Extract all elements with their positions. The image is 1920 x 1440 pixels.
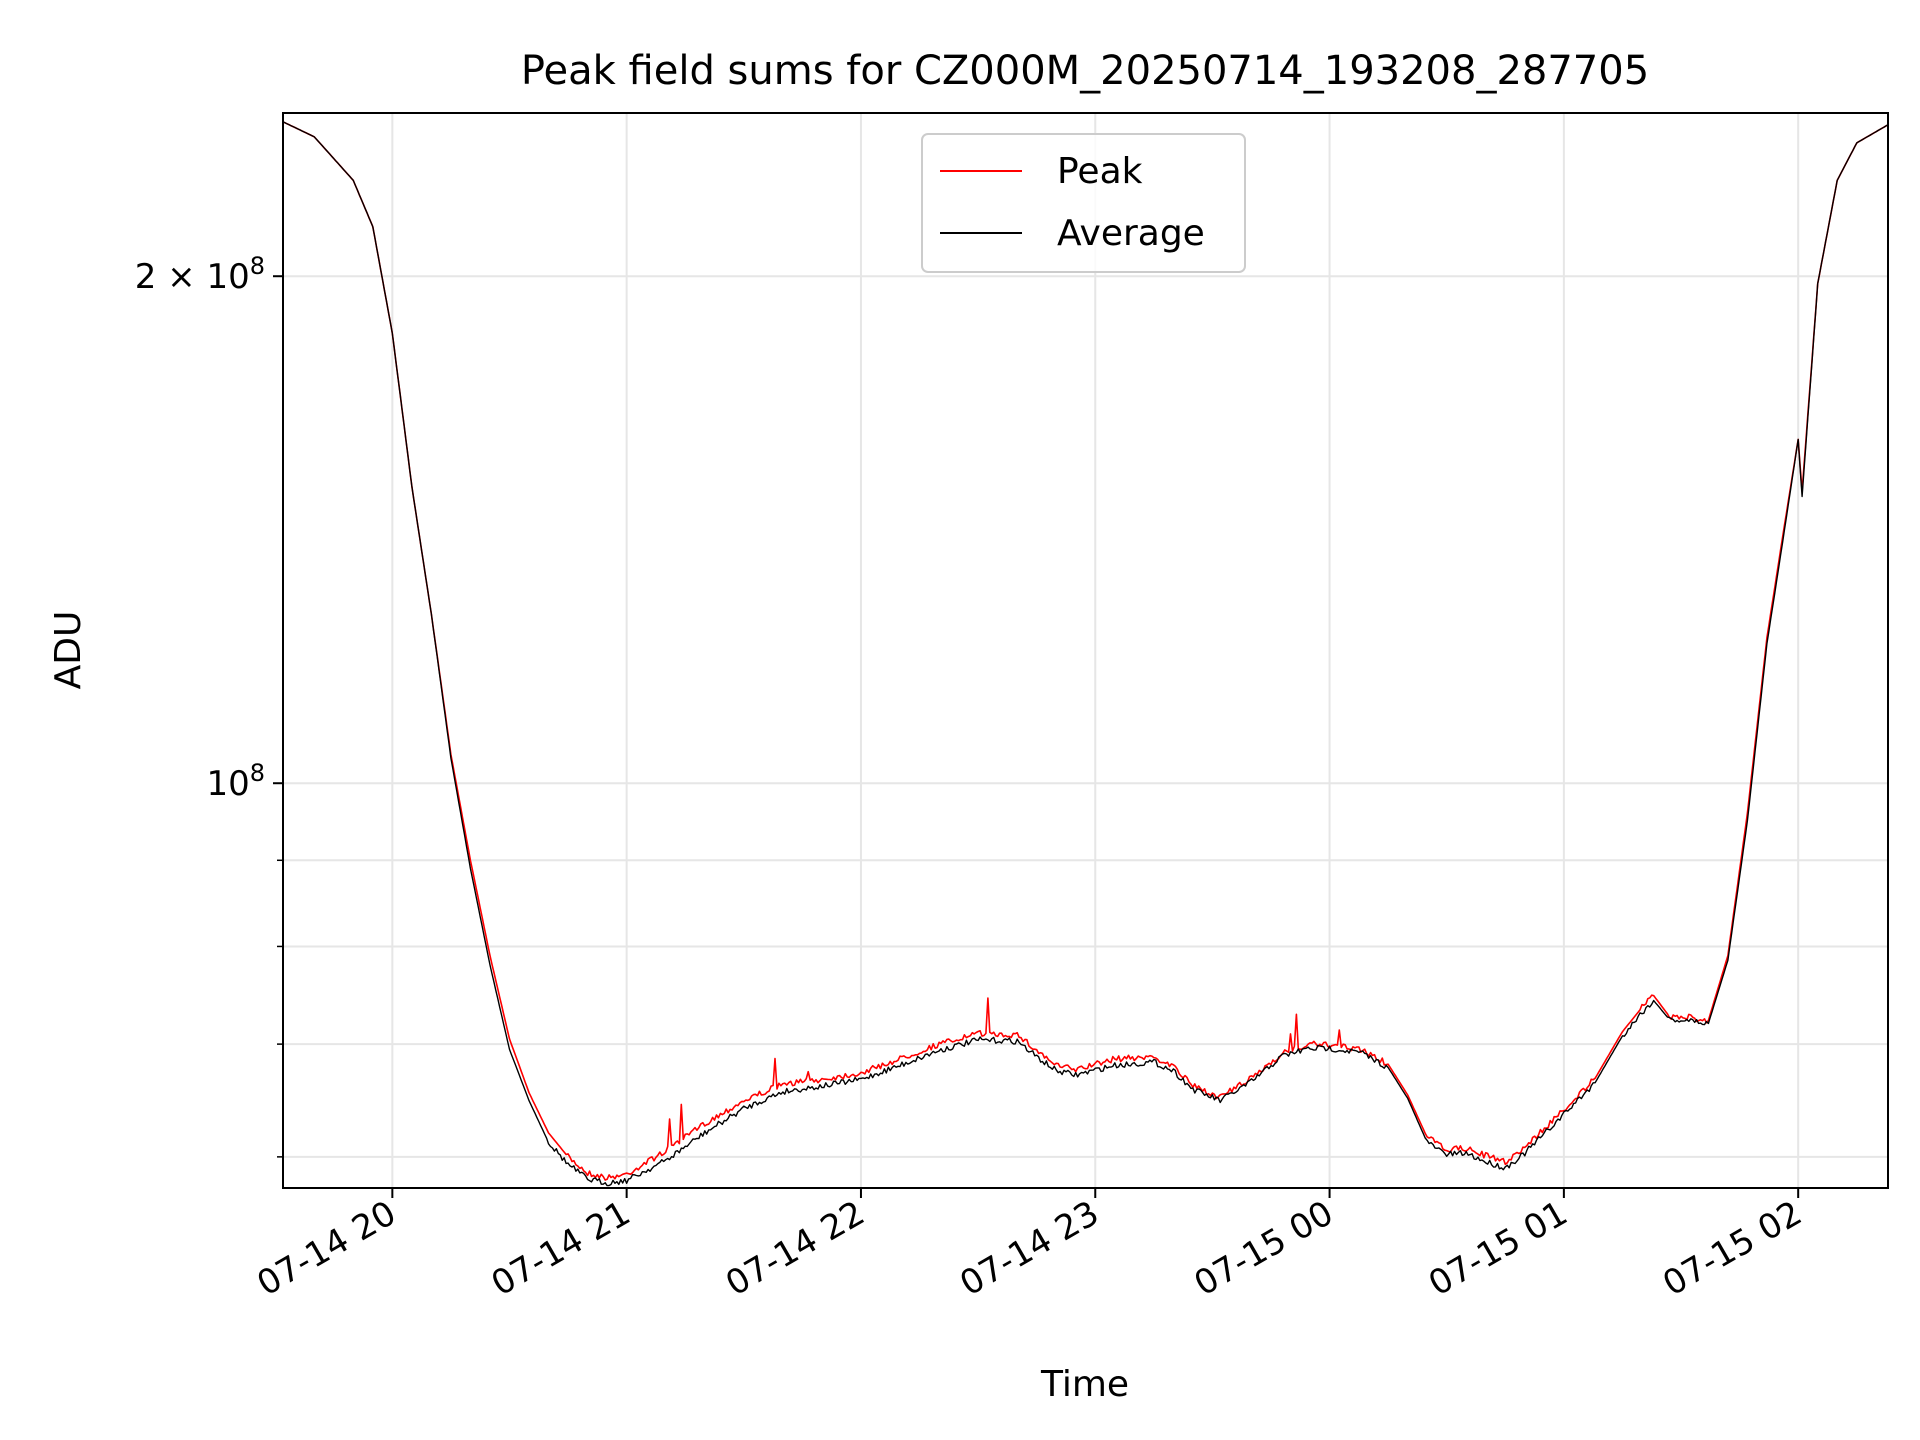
y-axis: 108 2 × 108 bbox=[135, 252, 283, 1158]
series-line-peak bbox=[282, 121, 1889, 1181]
legend-box bbox=[921, 133, 1246, 273]
legend-label-average: Average bbox=[1057, 213, 1205, 254]
legend-label-peak: Peak bbox=[1057, 151, 1143, 192]
grid bbox=[283, 113, 1888, 1188]
series-group bbox=[282, 121, 1889, 1187]
y-tick-label: 2 × 108 bbox=[135, 252, 265, 297]
y-axis-label: ADU bbox=[48, 611, 89, 690]
y-tick-label: 108 bbox=[206, 759, 265, 804]
x-axis-label: Time bbox=[1040, 1364, 1129, 1405]
legend: Peak Average bbox=[921, 133, 1246, 273]
plot-area bbox=[282, 112, 1889, 1189]
series-line-average bbox=[282, 121, 1889, 1187]
chart-title: Peak field sums for CZ000M_20250714_1932… bbox=[521, 48, 1649, 94]
